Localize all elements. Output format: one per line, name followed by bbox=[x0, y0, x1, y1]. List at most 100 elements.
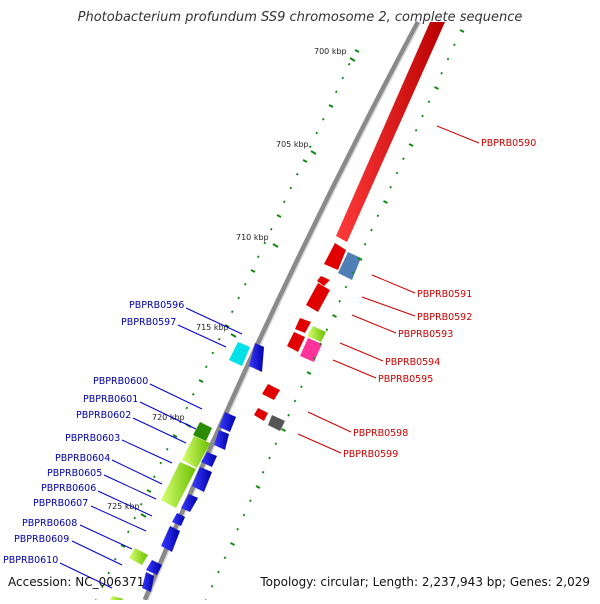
track-tick bbox=[363, 242, 367, 246]
kbp-label: 710 kbp bbox=[236, 233, 269, 242]
gene-PBPRB0597[interactable] bbox=[229, 342, 250, 366]
gene-label-PBPRB0602[interactable]: PBPRB0602 bbox=[76, 410, 131, 421]
track-tick bbox=[243, 282, 247, 286]
track-tick bbox=[263, 241, 267, 245]
track-tick bbox=[100, 585, 104, 589]
gene-label-PBPRB0592[interactable]: PBPRB0592 bbox=[417, 312, 472, 323]
chromosome-backbone bbox=[142, 20, 421, 601]
gene-label-PBPRB0591[interactable]: PBPRB0591 bbox=[417, 289, 472, 300]
gene-PBPRB0605[interactable] bbox=[192, 467, 212, 492]
gene-PBPRB0607[interactable] bbox=[181, 494, 198, 512]
track-tick bbox=[172, 434, 178, 438]
gene-PBPRB0603[interactable] bbox=[182, 436, 210, 468]
gene-PBPRB0593[interactable] bbox=[306, 283, 330, 312]
gene-PBPRB0596[interactable] bbox=[249, 343, 264, 372]
gene-PBPRB0610b[interactable] bbox=[142, 572, 154, 592]
gene-label-PBPRB0593[interactable]: PBPRB0593 bbox=[398, 329, 453, 340]
page-title: Photobacterium profundum SS9 chromosome … bbox=[77, 10, 523, 25]
kbp-label: 705 kbp bbox=[276, 140, 309, 149]
track-tick bbox=[354, 49, 360, 53]
gene-label-PBPRB0604[interactable]: PBPRB0604 bbox=[55, 453, 110, 464]
track-tick bbox=[133, 516, 137, 520]
gene-label-PBPRB0590[interactable]: PBPRB0590 bbox=[481, 138, 536, 149]
gene-label-PBPRB0610[interactable]: PBPRB0610 bbox=[3, 555, 58, 566]
track-tick bbox=[269, 227, 273, 231]
gene-PBPRB0609b[interactable] bbox=[129, 548, 148, 565]
track-tick bbox=[230, 310, 234, 314]
gene-PBPRB0590[interactable] bbox=[336, 22, 445, 242]
track-tick bbox=[261, 470, 265, 474]
gene-label-PBPRB0595[interactable]: PBPRB0595 bbox=[378, 374, 433, 385]
gene-PBPRB0609[interactable] bbox=[161, 526, 180, 552]
gene-PBPRB0601[interactable] bbox=[214, 430, 229, 450]
track-tick bbox=[126, 530, 130, 534]
tick-tracks bbox=[94, 29, 465, 603]
track-tick bbox=[217, 337, 221, 341]
gene-label-PBPRB0597[interactable]: PBPRB0597 bbox=[121, 317, 176, 328]
gene-label-PBPRB0603[interactable]: PBPRB0603 bbox=[65, 433, 120, 444]
track-tick bbox=[395, 171, 399, 175]
gene-label-PBPRB0594[interactable]: PBPRB0594 bbox=[385, 357, 440, 368]
kbp-label: 720 kbp bbox=[152, 413, 185, 422]
track-tick bbox=[210, 584, 214, 588]
track-tick bbox=[328, 104, 334, 108]
gene-label-PBPRB0599[interactable]: PBPRB0599 bbox=[343, 449, 398, 460]
track-tick bbox=[211, 351, 215, 355]
gene-label-PBPRB0605[interactable]: PBPRB0605 bbox=[47, 468, 102, 479]
kbp-label: 715 kbp bbox=[196, 323, 229, 332]
kbp-label: 700 kbp bbox=[314, 47, 347, 56]
track-tick bbox=[344, 285, 348, 289]
gene-PBPRB0595[interactable] bbox=[300, 338, 322, 362]
track-tick bbox=[308, 145, 312, 149]
gene-PBPRB0592[interactable] bbox=[317, 276, 330, 286]
gene-PBPRB0610[interactable] bbox=[146, 560, 162, 575]
track-tick bbox=[223, 556, 227, 560]
gene-PBPRB0594[interactable] bbox=[307, 326, 326, 342]
track-tick bbox=[351, 271, 354, 275]
track-tick bbox=[107, 571, 111, 575]
track-tick bbox=[357, 257, 363, 261]
accession-text: Accession: NC_006371 bbox=[8, 575, 145, 589]
gene-label-PBPRB0607[interactable]: PBPRB0607 bbox=[33, 498, 88, 509]
gene-PBPRB0594b[interactable] bbox=[287, 332, 305, 352]
track-tick bbox=[159, 461, 163, 465]
track-tick bbox=[319, 342, 322, 346]
track-tick bbox=[306, 371, 312, 375]
track-tick bbox=[300, 385, 303, 389]
track-tick bbox=[139, 502, 143, 506]
track-tick bbox=[289, 186, 293, 190]
gene-PBPRB0608[interactable] bbox=[172, 513, 185, 526]
gene-PBPRB0604[interactable] bbox=[201, 452, 217, 467]
track-tick bbox=[427, 100, 431, 104]
gene-PBPRB0591-box[interactable] bbox=[338, 252, 361, 280]
track-tick bbox=[237, 296, 241, 300]
gene-label-PBPRB0600[interactable]: PBPRB0600 bbox=[93, 376, 148, 387]
forward-gene-labels bbox=[297, 125, 480, 454]
gene-PBPRB0591[interactable] bbox=[324, 243, 346, 270]
track-tick bbox=[242, 513, 246, 517]
gene-label-PBPRB0608[interactable]: PBPRB0608 bbox=[22, 518, 77, 529]
track-tick bbox=[414, 128, 418, 132]
backbone-highlight bbox=[147, 21, 422, 601]
track-tick bbox=[236, 527, 239, 531]
gene-label-PBPRB0598[interactable]: PBPRB0598 bbox=[353, 428, 408, 439]
track-tick bbox=[446, 57, 450, 61]
gene-PBPRB0593b[interactable] bbox=[295, 318, 311, 333]
gene-PBPRB0602[interactable] bbox=[193, 422, 212, 441]
gene-label-PBPRB0601[interactable]: PBPRB0601 bbox=[83, 394, 138, 405]
track-tick bbox=[440, 71, 443, 75]
gene-label-PBPRB0596[interactable]: PBPRB0596 bbox=[129, 300, 184, 311]
gene-PBPRB0606[interactable] bbox=[161, 462, 196, 508]
gene-PBPRB0598a[interactable] bbox=[262, 384, 280, 400]
track-tick bbox=[281, 428, 286, 432]
gene-PBPRB0599[interactable] bbox=[268, 415, 285, 431]
kbp-label: 725 kbp bbox=[107, 502, 140, 511]
track-tick bbox=[295, 172, 299, 176]
gene-PBPRB0600[interactable] bbox=[219, 412, 236, 432]
gene-label-PBPRB0606[interactable]: PBPRB0606 bbox=[41, 483, 96, 494]
gene-label-PBPRB0609[interactable]: PBPRB0609 bbox=[14, 534, 69, 545]
gene-PBPRB0598[interactable] bbox=[254, 408, 268, 421]
track-tick bbox=[282, 200, 286, 204]
